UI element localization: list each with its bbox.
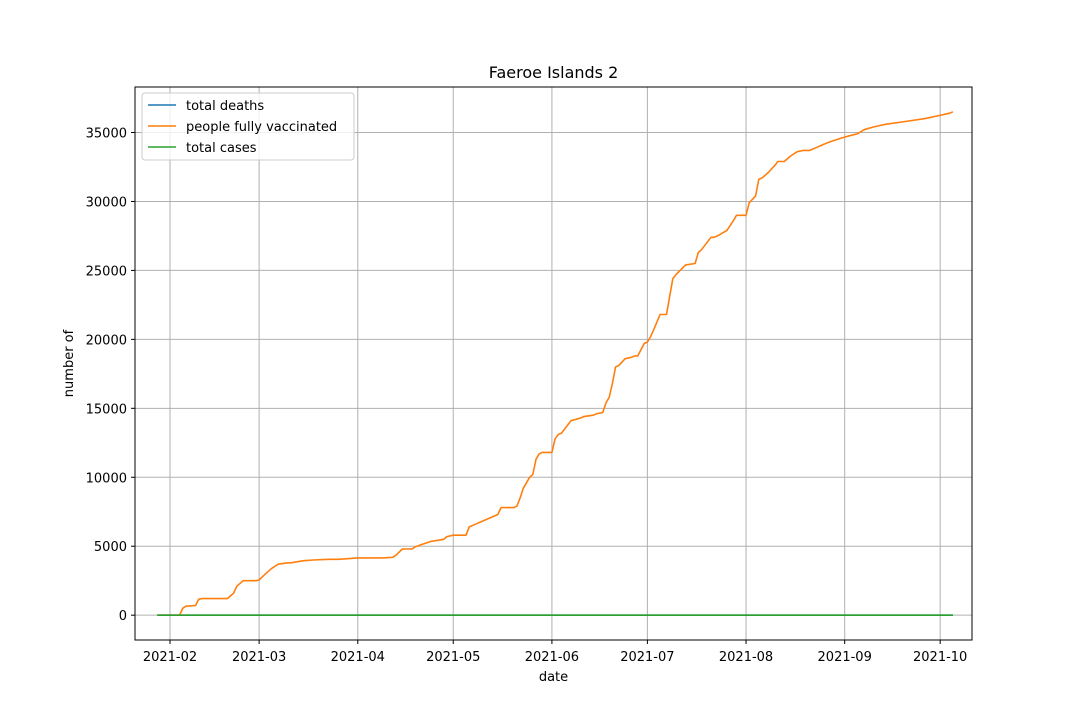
x-tick-label: 2021-02 xyxy=(143,650,197,665)
y-tick-label: 20000 xyxy=(86,333,127,348)
x-tick-label: 2021-09 xyxy=(818,650,872,665)
series-line-people-fully-vaccinated xyxy=(157,111,954,617)
y-tick-label: 25000 xyxy=(86,264,127,279)
legend-label: people fully vaccinated xyxy=(186,120,337,135)
x-axis-label: date xyxy=(539,670,568,685)
y-tick-label: 0 xyxy=(119,609,127,624)
chart-title: Faeroe Islands 2 xyxy=(489,63,619,82)
legend: total deaths people fully vaccinated total… xyxy=(141,92,355,161)
legend-label: total cases xyxy=(186,141,257,156)
x-tick-label: 2021-05 xyxy=(426,650,480,665)
y-tick-label: 35000 xyxy=(86,127,127,142)
y-axis: 0 5000 10000 15000 20000 25000 30000 35000 xyxy=(86,127,135,624)
x-tick-label: 2021-06 xyxy=(525,650,579,665)
y-tick-label: 10000 xyxy=(86,471,127,486)
plot-area xyxy=(157,111,954,617)
y-tick-label: 15000 xyxy=(86,402,127,417)
x-tick-label: 2021-04 xyxy=(331,650,385,665)
legend-label: total deaths xyxy=(186,99,264,114)
x-axis: 2021-02 2021-03 2021-04 2021-05 2021-06 2021-… xyxy=(143,640,967,665)
x-tick-label: 2021-08 xyxy=(719,650,773,665)
legend-box xyxy=(141,92,355,161)
x-tick-label: 2021-07 xyxy=(620,650,674,665)
x-tick-label: 2021-10 xyxy=(913,650,967,665)
axes-frame xyxy=(134,86,973,641)
x-tick-label: 2021-03 xyxy=(232,650,286,665)
y-axis-label: number of xyxy=(62,329,77,397)
y-tick-label: 5000 xyxy=(94,540,127,555)
y-tick-label: 30000 xyxy=(86,195,127,210)
